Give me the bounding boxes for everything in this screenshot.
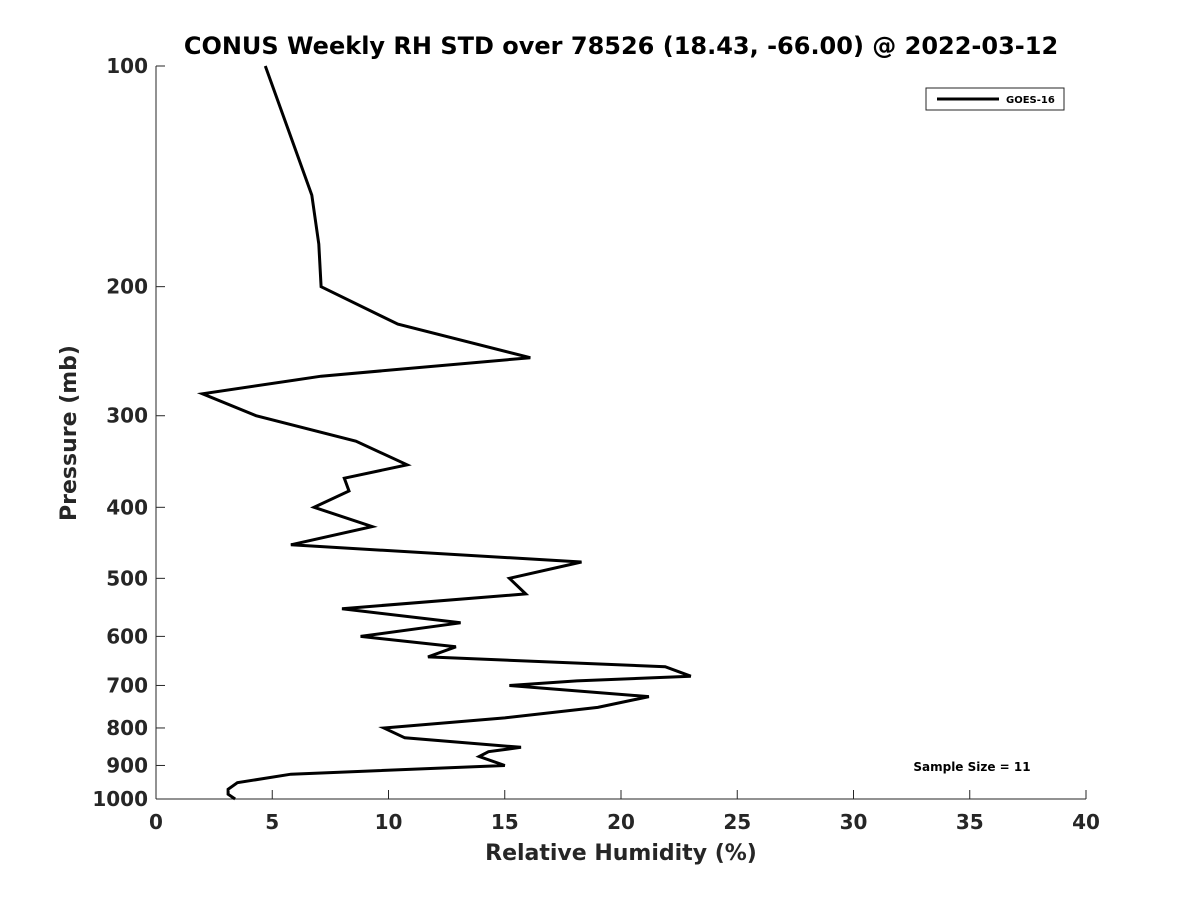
x-axis-ticks: 0 5 10 15 20 25 30 35 40 [149,790,1100,834]
y-tick-label: 100 [106,54,148,78]
y-axis-label: Pressure (mb) [57,345,82,521]
y-tick-label: 300 [106,404,148,428]
x-tick-label: 0 [149,810,163,834]
x-tick-label: 35 [956,810,984,834]
x-tick-label: 5 [265,810,279,834]
x-tick-label: 30 [840,810,868,834]
legend: GOES-16 [925,87,1065,111]
plot-series [196,65,692,801]
x-tick-label: 10 [375,810,403,834]
x-tick-label: 25 [723,810,751,834]
y-tick-label: 1000 [92,787,148,811]
sample-size-annotation: Sample Size = 11 [913,760,1030,774]
y-axis-ticks: 100 200 300 400 500 600 700 800 900 1000 [92,54,165,811]
y-tick-label: 700 [106,673,148,697]
x-axis-label: Relative Humidity (%) [485,841,757,866]
legend-label-goes-16: GOES-16 [1006,95,1055,106]
y-tick-label: 600 [106,624,148,648]
x-tick-label: 40 [1072,810,1100,834]
y-tick-label: 500 [106,566,148,590]
chart-title: CONUS Weekly RH STD over 78526 (18.43, -… [184,32,1058,60]
x-tick-label: 20 [607,810,635,834]
y-tick-label: 900 [106,753,148,777]
x-tick-label: 15 [491,810,519,834]
y-tick-label: 800 [106,716,148,740]
y-tick-label: 200 [106,275,148,299]
y-tick-label: 400 [106,495,148,519]
